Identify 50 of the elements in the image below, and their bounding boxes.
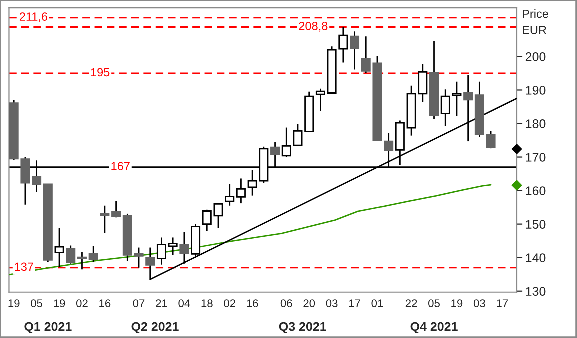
ref-line-label: 137: [15, 262, 34, 272]
x2-tick-label: Q4 2021: [410, 322, 458, 334]
x-tick-label: 16: [100, 300, 111, 308]
x-tick-label: 03: [326, 300, 338, 308]
line-series: [9, 184, 492, 276]
x-tick-label: 05: [31, 300, 43, 308]
candlestick: [54, 227, 64, 268]
x-tick-label: 22: [406, 300, 418, 308]
ref-line-label: 195: [91, 68, 110, 77]
candlestick: [338, 26, 348, 64]
x-tick-label: 03: [474, 300, 486, 308]
x2-tick-label: Q3 2021: [279, 322, 326, 334]
candlestick: [77, 251, 87, 270]
x-tick-label: 20: [304, 300, 316, 308]
x-tick-label: 07: [133, 300, 145, 308]
candlestick: [430, 40, 440, 120]
x-tick-label: 16: [247, 300, 258, 308]
y-tick-label: 190: [526, 86, 546, 95]
y-tick-label: 150: [526, 220, 546, 229]
y-tick-label: 130: [526, 287, 546, 296]
x2-tick-label: Q1 2021: [24, 322, 72, 334]
y-tick-label: 180: [526, 120, 546, 128]
candlestick: [100, 205, 110, 234]
y-tick-label: 160: [526, 186, 546, 196]
ref-line-label: 211,6: [20, 12, 48, 22]
candlestick: [236, 178, 246, 204]
candlestick: [156, 237, 166, 266]
x-tick-label: 21: [156, 300, 168, 308]
x-tick-label: 01: [372, 300, 384, 308]
candlestick: [168, 237, 178, 256]
ref-line-label: 208,8: [299, 22, 328, 32]
x-tick-label: 17: [497, 300, 508, 308]
x-tick-label: 04: [178, 300, 190, 308]
x-tick-label: 18: [202, 300, 213, 308]
x-tick-label: 02: [76, 300, 88, 308]
ref-line-label: 167: [112, 162, 130, 171]
y-tick-label: 200: [526, 52, 546, 62]
y-axis-title: Price EUR: [523, 10, 548, 34]
x-tick-label: 05: [428, 300, 440, 308]
y-tick-label: 170: [526, 153, 546, 162]
x-tick-label: 19: [54, 300, 66, 308]
x-tick-label: 17: [349, 300, 360, 308]
candlestick: [350, 30, 360, 70]
candlestick: [225, 183, 235, 207]
y-tick-label: 140: [526, 254, 546, 262]
x-tick-label: 19: [8, 300, 20, 308]
x2-tick-label: Q2 2021: [132, 322, 179, 334]
x-tick-label: 19: [452, 300, 463, 308]
x-tick-label: 02: [224, 300, 236, 308]
x-tick-label: 06: [280, 300, 292, 308]
